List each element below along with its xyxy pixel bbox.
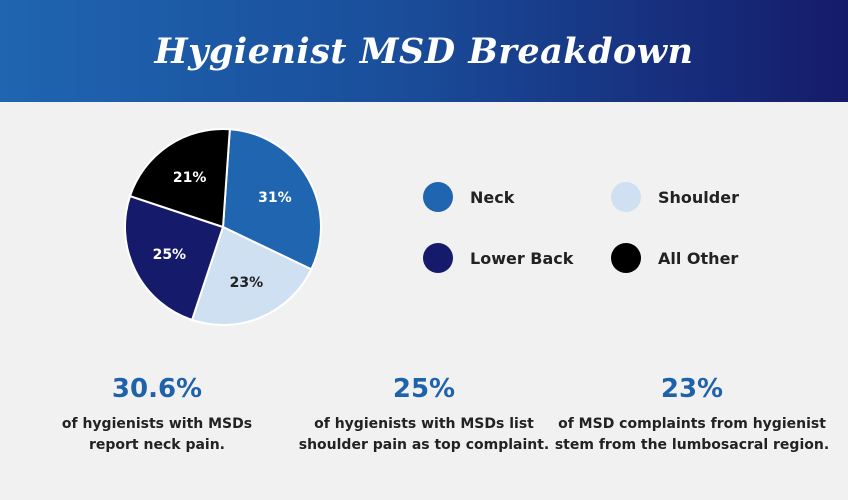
stat-line: of hygienists with MSDs list bbox=[314, 416, 534, 432]
header-banner: Hygienist MSD Breakdown bbox=[0, 0, 848, 102]
pie-slice-lower-back bbox=[124, 194, 225, 322]
legend-swatch-shoulder bbox=[611, 182, 641, 212]
stat-line: report neck pain. bbox=[88, 437, 225, 453]
stat-line: of MSD complaints from hygienist bbox=[558, 416, 826, 432]
legend-swatch-all-other bbox=[611, 243, 641, 273]
stat-description: of hygienists with MSDs list shoulder pa… bbox=[284, 414, 564, 456]
legend-label: Neck bbox=[470, 187, 515, 207]
legend-swatch-neck bbox=[423, 182, 453, 212]
page-title: Hygienist MSD Breakdown bbox=[154, 30, 694, 72]
pie-label-shoulder: 23% bbox=[230, 275, 264, 291]
legend-item-all-other: All Other bbox=[611, 243, 738, 273]
pie-label-lower-back: 25% bbox=[153, 247, 187, 263]
legend-item-lower-back: Lower Back bbox=[423, 243, 573, 273]
legend-swatch-lower-back bbox=[423, 243, 453, 273]
stat-line: of hygienists with MSDs bbox=[61, 416, 253, 432]
pie-slice-shoulder bbox=[190, 225, 313, 326]
legend-item-shoulder: Shoulder bbox=[611, 182, 739, 212]
stat-line: shoulder pain as top complaint. bbox=[298, 437, 550, 453]
legend-label: Shoulder bbox=[658, 187, 739, 207]
pie-label-all-other: 21% bbox=[173, 170, 207, 186]
stat-value: 23% bbox=[660, 374, 724, 404]
pie-chart: 31% 23% 25% 21% bbox=[124, 128, 322, 326]
legend-label: Lower Back bbox=[470, 248, 574, 268]
stat-value: 25% bbox=[392, 374, 456, 404]
pie-slice-all-other bbox=[128, 128, 231, 229]
stat-neck-pain: 30.6% of hygienists with MSDs report nec… bbox=[17, 372, 297, 456]
pie-label-neck: 31% bbox=[258, 190, 292, 206]
stat-description: of MSD complaints from hygienist stem fr… bbox=[552, 414, 832, 456]
legend-label: All Other bbox=[658, 248, 739, 268]
stat-description: of hygienists with MSDs report neck pain… bbox=[17, 414, 297, 456]
stat-lumbosacral: 23% of MSD complaints from hygienist ste… bbox=[552, 372, 832, 456]
legend-item-neck: Neck bbox=[423, 182, 514, 212]
stat-shoulder-pain: 25% of hygienists with MSDs list shoulde… bbox=[284, 372, 564, 456]
stat-line: stem from the lumbosacral region. bbox=[554, 437, 830, 453]
pie-slice-neck bbox=[221, 128, 322, 271]
stat-value: 30.6% bbox=[111, 374, 203, 404]
